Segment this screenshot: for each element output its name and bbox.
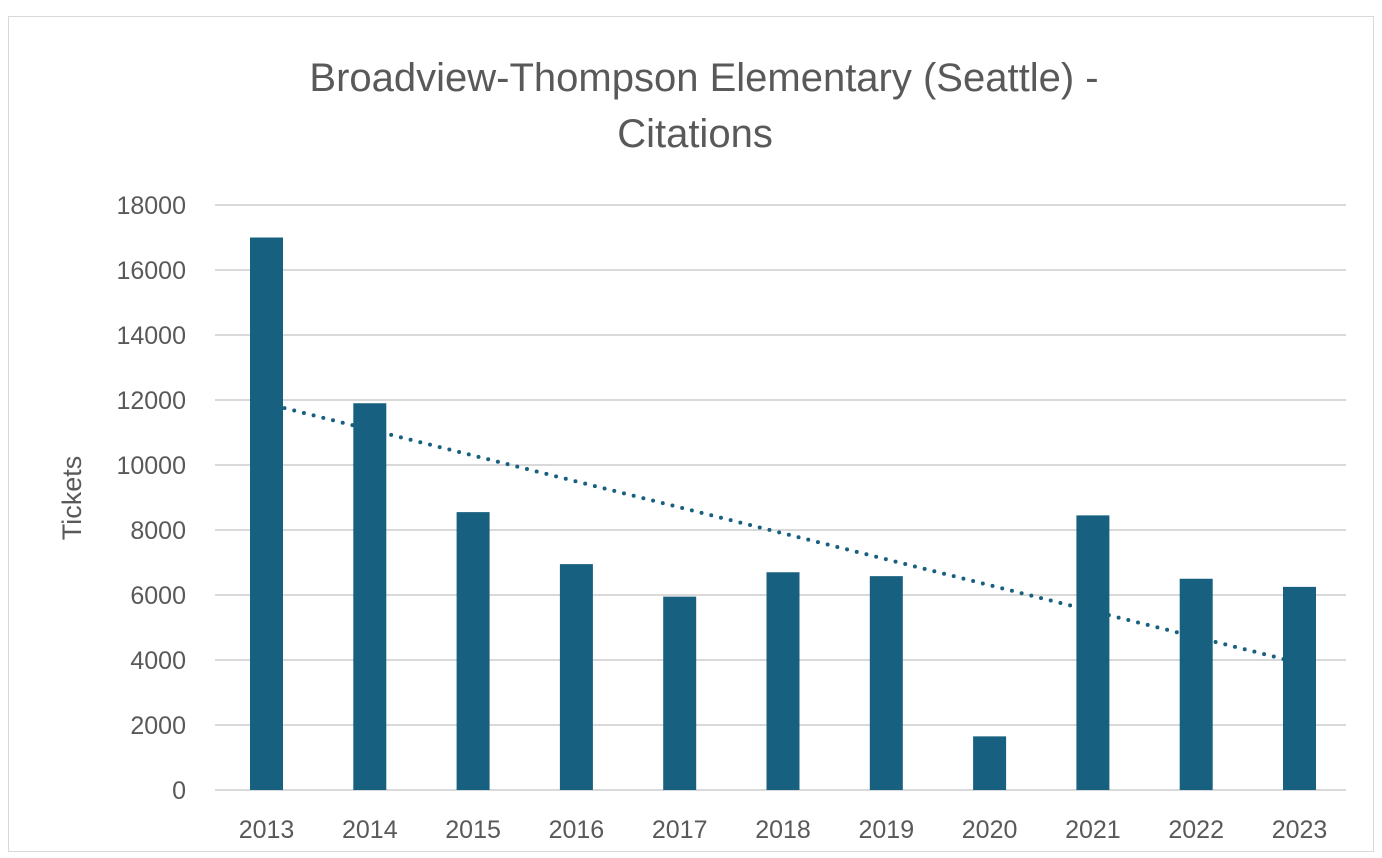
y-axis-title: Tickets	[57, 456, 87, 541]
y-tick-label: 16000	[116, 257, 186, 285]
y-tick-label: 8000	[130, 517, 186, 545]
x-tick-label: 2015	[445, 816, 501, 844]
x-tick-label: 2019	[858, 816, 914, 844]
y-tick-label: 6000	[130, 582, 186, 610]
y-tick-label: 4000	[130, 647, 186, 675]
y-tick-label: 2000	[130, 712, 186, 740]
bar-2018	[766, 572, 800, 790]
y-tick-label: 12000	[116, 387, 186, 415]
x-tick-label: 2021	[1065, 816, 1121, 844]
x-tick-label: 2013	[239, 816, 295, 844]
trendline-layer	[282, 406, 1290, 662]
trendline	[282, 406, 1290, 662]
bar-series	[250, 237, 1316, 790]
y-tick-label: 18000	[116, 192, 186, 220]
bar-2023	[1283, 586, 1316, 790]
x-tick-label: 2016	[549, 816, 605, 844]
y-tick-label: 10000	[116, 452, 186, 480]
bar-2021	[1076, 515, 1110, 790]
bar-2022	[1179, 578, 1213, 790]
bar-2017	[663, 596, 697, 790]
x-tick-label: 2022	[1168, 816, 1224, 844]
bar-2016	[559, 564, 593, 790]
bar-2015	[456, 512, 490, 790]
y-axis-tick-labels: 0 2000 4000 6000 8000 10000 12000 14000 16000 180…	[116, 192, 186, 805]
x-tick-label: 2023	[1272, 816, 1328, 844]
y-tick-label: 14000	[116, 322, 186, 350]
bar-2014	[353, 403, 387, 790]
bar-2013	[250, 237, 283, 790]
chart-area	[8, 16, 1374, 852]
x-tick-label: 2020	[962, 816, 1018, 844]
x-axis-tick-labels: 2013 2014 2015 2016 2017 2018 2019 2020 2021 2022…	[239, 816, 1328, 844]
x-tick-label: 2014	[342, 816, 398, 844]
x-tick-label: 2017	[652, 816, 708, 844]
y-tick-label: 0	[172, 777, 186, 805]
bar-2019	[869, 576, 903, 790]
x-tick-label: 2018	[755, 816, 811, 844]
bar-2020	[973, 736, 1007, 790]
